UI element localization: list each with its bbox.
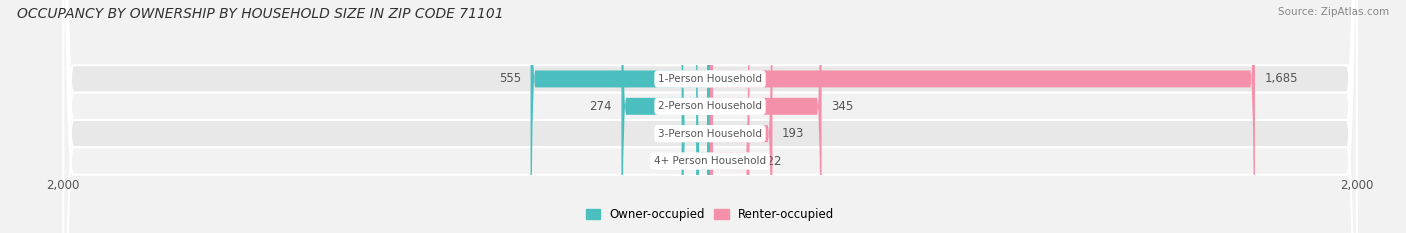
Text: 122: 122: [759, 154, 782, 168]
Text: Source: ZipAtlas.com: Source: ZipAtlas.com: [1278, 7, 1389, 17]
FancyBboxPatch shape: [63, 0, 1357, 233]
FancyBboxPatch shape: [621, 0, 710, 233]
FancyBboxPatch shape: [63, 0, 1357, 233]
FancyBboxPatch shape: [710, 0, 821, 233]
FancyBboxPatch shape: [710, 0, 1256, 233]
FancyBboxPatch shape: [710, 0, 772, 233]
Text: 1,685: 1,685: [1264, 72, 1298, 86]
Text: 345: 345: [831, 100, 853, 113]
Text: 193: 193: [782, 127, 804, 140]
Text: 1-Person Household: 1-Person Household: [658, 74, 762, 84]
Text: 2-Person Household: 2-Person Household: [658, 101, 762, 111]
Legend: Owner-occupied, Renter-occupied: Owner-occupied, Renter-occupied: [581, 203, 839, 226]
Text: 43: 43: [672, 154, 686, 168]
FancyBboxPatch shape: [710, 0, 749, 233]
FancyBboxPatch shape: [530, 0, 710, 233]
Text: 555: 555: [499, 72, 520, 86]
Text: 274: 274: [589, 100, 612, 113]
FancyBboxPatch shape: [63, 0, 1357, 233]
FancyBboxPatch shape: [63, 0, 1357, 233]
FancyBboxPatch shape: [682, 0, 710, 233]
FancyBboxPatch shape: [696, 0, 710, 233]
Text: OCCUPANCY BY OWNERSHIP BY HOUSEHOLD SIZE IN ZIP CODE 71101: OCCUPANCY BY OWNERSHIP BY HOUSEHOLD SIZE…: [17, 7, 503, 21]
Text: 4+ Person Household: 4+ Person Household: [654, 156, 766, 166]
Text: 3-Person Household: 3-Person Household: [658, 129, 762, 139]
Text: 88: 88: [657, 127, 672, 140]
